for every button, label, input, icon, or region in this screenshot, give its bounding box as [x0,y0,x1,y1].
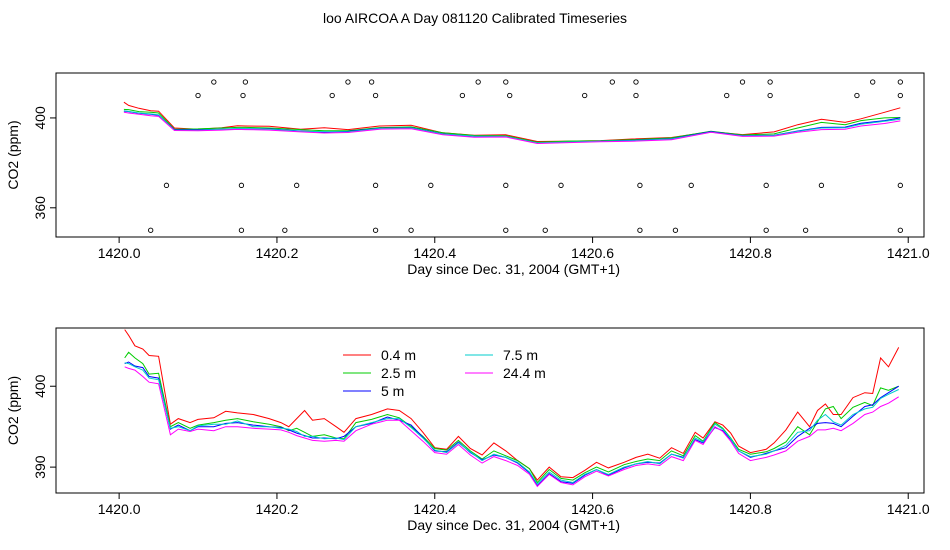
calibration-marker [637,227,643,233]
calibration-marker [475,79,481,85]
calibration-marker [372,182,379,188]
calibration-marker [542,227,548,233]
x-axis-title: Day since Dec. 31, 2004 (GMT+1) [407,261,620,277]
calibration-marker [195,92,201,99]
calibration-marker [459,92,466,99]
calibration-marker [372,92,379,99]
calibration-marker [897,79,903,85]
calibration-marker [372,227,379,233]
calibration-marker [688,182,694,188]
x-tick-label: 1420.6 [571,245,614,261]
calibration-marker [558,182,564,188]
x-tick-label: 1420.8 [729,245,772,261]
calibration-marker [507,92,513,99]
y-axis-title: CO2 (ppm) [5,120,21,189]
calibration-marker [503,79,509,85]
calibration-marker [408,227,414,233]
calibration-marker [148,227,154,233]
calibration-marker [897,227,903,233]
calibration-marker [609,79,615,85]
calibration-marker [767,92,773,99]
calibration-marker [242,79,249,85]
calibration-marker [211,79,217,85]
x-tick-label: 1421.0 [887,245,930,261]
legend-label: 7.5 m [503,347,538,363]
calibration-marker [897,182,903,188]
calibration-marker [428,182,434,188]
calibration-marker [503,182,509,188]
calibration-marker [763,182,769,188]
calibration-marker [672,227,679,233]
calibration-marker [633,79,639,85]
legend-label: 24.4 m [503,365,546,381]
calibration-marker [240,92,246,99]
calibration-marker [294,182,300,188]
series-line-5 [123,111,901,145]
y-tick-label: 390 [32,455,48,479]
calibration-marker [633,92,639,99]
calibration-marker [282,227,288,233]
calibration-marker [329,92,335,99]
plot-frame [55,327,925,494]
y-axis-title: CO2 (ppm) [5,376,21,445]
calibration-marker [854,92,860,99]
calibration-marker [763,227,769,233]
calibration-marker [238,182,245,188]
legend-label: 5 m [381,383,404,399]
plot-frame [55,72,925,238]
calibration-marker [582,92,588,99]
x-tick-label: 1420.2 [256,245,299,261]
legend: 0.4 m 2.5 m 5 m 7.5 m 24.4 m [343,347,546,399]
series-line-2 [123,108,901,143]
x-tick-label: 1420.0 [98,501,141,517]
series-line-7-5-m [124,362,899,485]
calibration-marker [163,182,170,188]
calibration-marker [345,79,351,85]
x-tick-label: 1420.0 [98,245,141,261]
x-tick-label: 1420.4 [413,245,456,261]
x-axis-title: Day since Dec. 31, 2004 (GMT+1) [407,517,620,533]
calibration-marker [724,92,730,99]
calibration-marker [637,182,643,188]
calibration-marker [818,182,825,188]
calibration-marker [739,79,746,85]
calibration-marker [802,227,809,233]
calibration-marker [897,92,903,99]
calibration-marker [503,227,509,233]
series-line-5-m [124,361,899,487]
y-tick-label: 400 [32,374,48,398]
x-tick-label: 1420.8 [729,501,772,517]
legend-label: 0.4 m [381,347,416,363]
calibration-marker [368,79,375,85]
calibration-marker [870,79,876,85]
y-tick-label: 360 [32,196,48,220]
series-line-2-5-m [124,351,899,484]
calibration-marker [767,79,773,85]
chart-title: loo AIRCOA A Day 081120 Calibrated Times… [322,10,627,26]
calibration-marker [238,227,245,233]
legend-label: 2.5 m [381,365,416,381]
y-tick-label: 400 [32,106,48,130]
x-tick-label: 1421.0 [887,501,930,517]
x-tick-label: 1420.2 [256,501,299,517]
series-line-24-4-m [124,366,899,488]
x-tick-label: 1420.6 [571,501,614,517]
x-tick-label: 1420.4 [413,501,456,517]
